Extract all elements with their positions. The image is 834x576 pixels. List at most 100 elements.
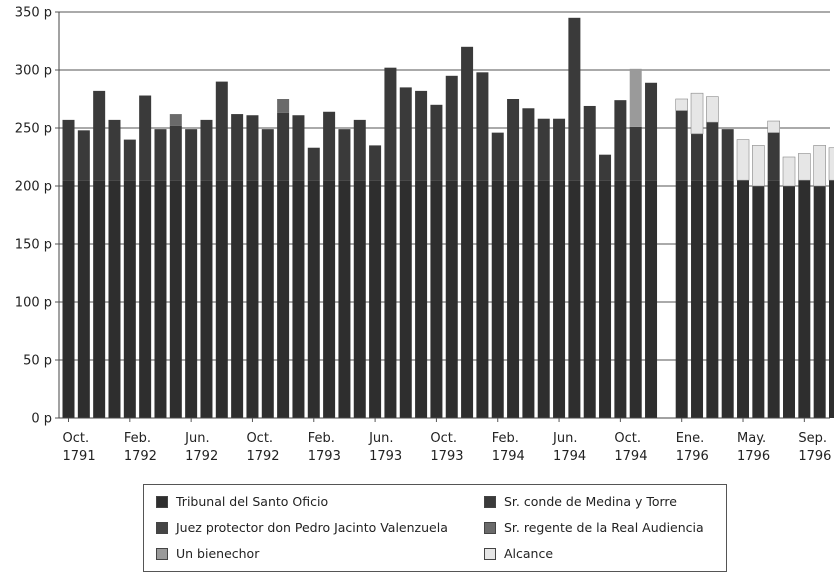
bar-segment bbox=[461, 180, 474, 418]
y-tick-label: 100 p bbox=[15, 296, 52, 311]
bar-segment bbox=[200, 119, 213, 181]
bar-segment bbox=[215, 180, 228, 418]
y-tick-label: 200 p bbox=[15, 180, 52, 195]
bar-segment bbox=[430, 104, 443, 181]
bar-segment bbox=[461, 46, 474, 181]
bar-segment bbox=[430, 180, 443, 418]
bar-segment bbox=[629, 180, 642, 418]
bar-segment bbox=[231, 180, 244, 418]
bar-segment bbox=[706, 180, 719, 418]
bar-segment bbox=[782, 156, 796, 187]
x-tick-label-year: 1793 bbox=[308, 449, 341, 464]
bar-segment bbox=[752, 145, 765, 187]
bar-segment bbox=[246, 180, 259, 418]
legend-swatch bbox=[484, 547, 496, 560]
bar-segment bbox=[491, 132, 504, 181]
axes bbox=[58, 12, 830, 419]
bar-segment bbox=[599, 180, 612, 418]
x-tick-label-month: Oct. bbox=[63, 431, 90, 446]
bar-group bbox=[62, 17, 834, 418]
bar-segment bbox=[369, 145, 382, 181]
bar-segment bbox=[568, 17, 581, 181]
bar-segment bbox=[721, 180, 734, 418]
legend-item-conde: Sr. conde de Medina y Torre bbox=[484, 494, 677, 509]
bar-segment bbox=[62, 180, 75, 418]
bar-segment bbox=[353, 180, 366, 418]
y-tick-label: 300 p bbox=[15, 64, 52, 79]
x-tick-label-month: Oct. bbox=[430, 431, 457, 446]
bar-segment bbox=[93, 180, 106, 418]
bar-segment bbox=[277, 99, 290, 113]
legend-swatch bbox=[156, 521, 168, 534]
bar-segment bbox=[277, 180, 290, 418]
bar-segment bbox=[169, 180, 182, 418]
bar-segment bbox=[783, 186, 796, 418]
bar-segment bbox=[583, 105, 596, 181]
bar-segment bbox=[323, 180, 336, 418]
bar-segment bbox=[62, 119, 75, 181]
bar-segment bbox=[690, 92, 704, 135]
bar-segment bbox=[277, 112, 290, 181]
bar-segment bbox=[828, 147, 834, 181]
bar-segment bbox=[154, 129, 167, 181]
bar-segment bbox=[476, 180, 489, 418]
bar-segment bbox=[231, 114, 244, 181]
bar-segment bbox=[338, 180, 351, 418]
bar-segment bbox=[261, 180, 274, 418]
bar-segment bbox=[93, 90, 106, 181]
legend-label: Un bienechor bbox=[176, 546, 260, 561]
legend-label: Alcance bbox=[504, 546, 554, 561]
x-tick-label-year: 1794 bbox=[492, 449, 525, 464]
x-tick-label-year: 1796 bbox=[798, 449, 831, 464]
bar-segment bbox=[123, 180, 136, 418]
bar-segment bbox=[645, 180, 658, 418]
y-axis-ticks: 0 p 50 p 100 p 150 p 200 p 250 p 300 p 350 p bbox=[15, 6, 59, 427]
bar-segment bbox=[154, 180, 167, 418]
bar-segment bbox=[384, 67, 397, 181]
bar-segment bbox=[736, 139, 750, 181]
legend-item-tribunal: Tribunal del Santo Oficio bbox=[156, 494, 328, 509]
bar-segment bbox=[629, 126, 642, 181]
bar-segment bbox=[798, 153, 811, 181]
stacked-bar-chart: 0 p 50 p 100 p 150 p 200 p 250 p 300 p 350 p Oc… bbox=[15, 6, 834, 464]
bar-segment bbox=[675, 110, 688, 181]
bar-segment bbox=[384, 180, 397, 418]
bar-segment bbox=[767, 120, 780, 133]
bar-segment bbox=[813, 186, 826, 418]
bar-segment bbox=[292, 115, 305, 181]
x-tick-label-month: Oct. bbox=[246, 431, 273, 446]
legend-label: Tribunal del Santo Oficio bbox=[176, 494, 329, 509]
x-tick-label-year: 1792 bbox=[124, 449, 157, 464]
y-tick-label: 150 p bbox=[15, 238, 52, 253]
bar-segment bbox=[553, 118, 566, 181]
bar-segment bbox=[767, 180, 780, 418]
bar-segment bbox=[185, 129, 198, 181]
bar-segment bbox=[108, 119, 121, 181]
x-tick-label-month: Jun. bbox=[552, 431, 577, 446]
bar-segment bbox=[415, 180, 428, 418]
legend-item-juez: Juez protector don Pedro Jacinto Valenzu… bbox=[156, 520, 448, 535]
bar-segment bbox=[706, 96, 719, 123]
legend-swatch bbox=[484, 495, 496, 508]
bar-segment bbox=[537, 118, 550, 181]
x-tick-label-month: Feb. bbox=[124, 431, 151, 446]
bar-segment bbox=[399, 87, 412, 181]
bar-segment bbox=[323, 111, 336, 181]
bar-segment bbox=[139, 180, 152, 418]
bar-segment bbox=[169, 125, 182, 181]
bar-segment bbox=[691, 133, 704, 181]
legend-label: Sr. conde de Medina y Torre bbox=[504, 494, 677, 509]
bar-segment bbox=[522, 108, 535, 181]
bar-segment bbox=[507, 180, 520, 418]
bar-segment bbox=[169, 114, 182, 126]
bar-segment bbox=[767, 132, 780, 181]
bar-segment bbox=[200, 180, 213, 418]
bar-segment bbox=[721, 129, 734, 181]
bar-segment bbox=[77, 180, 90, 418]
bar-segment bbox=[307, 147, 320, 181]
x-tick-label-year: 1796 bbox=[676, 449, 709, 464]
bar-segment bbox=[813, 145, 826, 187]
bar-segment bbox=[185, 180, 198, 418]
bar-segment bbox=[139, 95, 152, 181]
bar-segment bbox=[675, 98, 689, 111]
